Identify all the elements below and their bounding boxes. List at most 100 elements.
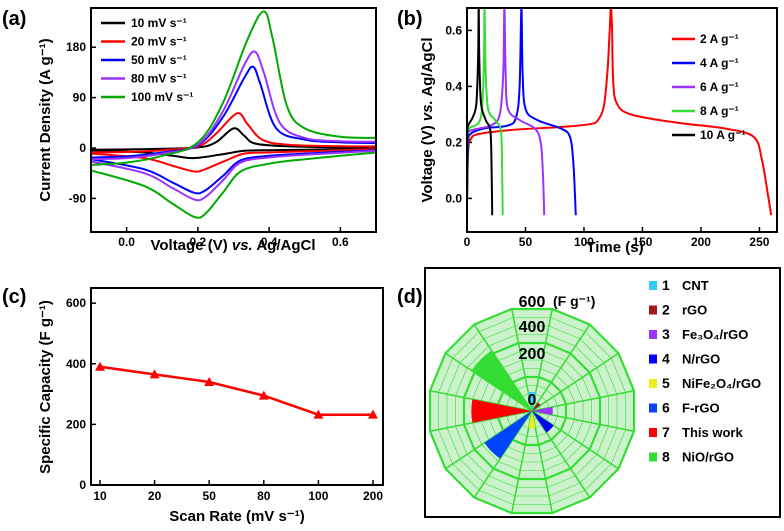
a-curve-reverse-20-mv-s [90, 148, 377, 173]
c-data-point [204, 376, 215, 386]
b-legend-label: 2 A g⁻¹ [700, 32, 739, 46]
d-unit-label: (F g⁻¹) [553, 293, 595, 309]
d-wedge-f-rgo [484, 411, 532, 459]
panel-a-cv-chart: 0.0 0.2 0.4 0.6 -90 0 90 180 Voltage (V) vs. Ag… [37, 7, 377, 254]
d-radial-spoke [531, 352, 619, 412]
d-legend-label: NiFe₂O₄/rGO [682, 376, 761, 391]
panel-label-c: (c) [2, 286, 26, 308]
d-legend-number: 3 [662, 326, 670, 342]
c-x-tick-label: 200 [363, 489, 383, 503]
a-legend-label: 100 mV s⁻¹ [131, 90, 193, 104]
c-tick-labels: 10 20 50 80 100 200 0 200 400 600 [66, 296, 383, 503]
panel-c-capacity-chart: 10 20 50 80 100 200 0 200 400 600 Scan Rate (mV s… [37, 287, 384, 525]
c-axis-ticks [91, 302, 374, 486]
a-y-tick-label: -90 [69, 191, 87, 205]
b-x-tick-label: 250 [749, 235, 769, 249]
b-x-tick-label: 0 [464, 235, 471, 249]
a-curve-forward-100-mv-s [90, 10, 377, 166]
c-x-tick-label: 20 [148, 489, 162, 503]
d-wedge-nife-o-rgo [528, 411, 536, 429]
panel-label-b: (b) [397, 8, 423, 30]
d-wedge-cnt [528, 391, 536, 411]
a-curve-reverse-50-mv-s [90, 149, 377, 195]
a-cv-curves [90, 10, 377, 219]
d-radial-spoke [510, 308, 533, 412]
a-legend-label: 50 mV s⁻¹ [131, 53, 187, 67]
d-legend-swatch [649, 354, 657, 364]
a-legend: 10 mV s⁻¹ 20 mV s⁻¹ 50 mV s⁻¹ 80 mV s⁻¹ 100 … [101, 16, 193, 104]
a-curve-forward-10-mv-s [90, 127, 377, 151]
d-radial-spoke [531, 308, 554, 412]
a-curve-forward-20-mv-s [90, 112, 377, 154]
d-legend-number: 6 [662, 400, 670, 416]
panel-label-d: (d) [397, 286, 423, 308]
b-legend-label: 4 A g⁻¹ [700, 56, 739, 70]
c-x-tick-label: 10 [93, 489, 107, 503]
b-legend: 2 A g⁻¹ 4 A g⁻¹ 6 A g⁻¹ 8 A g⁻¹ 10 A g⁻¹ [672, 32, 745, 142]
d-radius-label: 600 [519, 294, 546, 311]
a-y-tick-label: 0 [79, 141, 86, 155]
b-x-tick-label: 50 [519, 235, 533, 249]
d-legend-swatch [649, 452, 657, 462]
b-x-tick-label: 100 [574, 235, 594, 249]
d-outer-frame [424, 267, 781, 518]
b-y-axis-title: Voltage (V) vs. Ag/AgCl [419, 37, 436, 202]
a-curve-forward-50-mv-s [90, 65, 377, 159]
a-legend-label: 10 mV s⁻¹ [131, 16, 187, 30]
a-legend-label: 20 mV s⁻¹ [131, 35, 187, 49]
b-legend-label: 8 A g⁻¹ [700, 104, 739, 118]
d-wedge-fe-o-rgo [532, 406, 553, 416]
d-legend-label: N/rGO [682, 352, 720, 367]
d-legend-label: CNT [682, 278, 709, 293]
c-x-tick-label: 50 [203, 489, 217, 503]
b-y-tick-label: 0.2 [445, 135, 462, 149]
d-legend-swatch [649, 428, 657, 437]
d-legend-number: 5 [662, 375, 670, 391]
c-data-point [95, 361, 105, 371]
d-legend-number: 7 [662, 424, 670, 440]
d-legend-swatch [649, 330, 657, 339]
a-x-tick-label: 0.2 [190, 235, 207, 249]
c-x-axis-title: Scan Rate (mV s⁻¹) [169, 508, 304, 525]
d-wedge-nio-rgo [471, 350, 532, 411]
c-y-tick-label: 0 [79, 478, 86, 492]
d-legend-swatch [649, 305, 657, 315]
d-wedge-this-work [471, 399, 532, 423]
d-legend-number: 2 [662, 302, 670, 318]
c-y-tick-label: 200 [66, 417, 86, 431]
a-curve-forward-80-mv-s [90, 50, 377, 161]
a-legend-label: 80 mV s⁻¹ [131, 72, 187, 86]
d-legend-number: 8 [662, 449, 670, 465]
d-radial-spoke [531, 324, 591, 412]
c-y-axis-title: Specific Capacity (F g⁻¹) [37, 300, 54, 474]
a-x-axis-title: Voltage (V) vs. Ag/AgCl [150, 237, 315, 254]
b-curve-8-a-g [467, 8, 504, 216]
b-x-tick-label: 200 [691, 235, 711, 249]
d-legend-label: rGO [682, 303, 707, 318]
a-y-axis-title: Current Density (A g⁻¹) [37, 38, 54, 201]
d-legend-number: 1 [662, 277, 670, 293]
b-legend-label: 6 A g⁻¹ [700, 80, 739, 94]
d-legend: 1 CNT 2 rGO 3 Fe₃O₄/rGO 4 N/rGO 5 NiFe₂O₄/rGO 6 F-r… [649, 277, 761, 465]
a-curve-reverse-80-mv-s [90, 149, 377, 202]
b-curve-6-a-g [467, 8, 546, 216]
b-tick-labels: 0 50 100 150 200 250 0.0 0.2 0.4 0.6 [445, 23, 769, 249]
c-x-tick-label: 100 [308, 489, 328, 503]
a-y-tick-label: 90 [73, 91, 87, 105]
a-x-tick-label: 0.0 [118, 235, 135, 249]
a-y-tick-label: 180 [66, 40, 86, 54]
panel-label-a: (a) [2, 8, 26, 30]
a-x-tick-label: 0.6 [332, 235, 349, 249]
a-plot-frame [90, 7, 377, 233]
c-data-point [149, 369, 160, 379]
c-data-point [313, 409, 324, 419]
c-series-line [99, 365, 373, 416]
b-x-axis-title: Time (s) [586, 239, 643, 256]
d-legend-label: F-rGO [682, 401, 720, 416]
c-y-tick-label: 400 [66, 357, 86, 371]
d-legend-number: 4 [662, 351, 670, 367]
d-legend-swatch [649, 379, 657, 388]
d-legend-swatch [649, 403, 657, 413]
a-x-tick-label: 0.4 [261, 235, 278, 249]
